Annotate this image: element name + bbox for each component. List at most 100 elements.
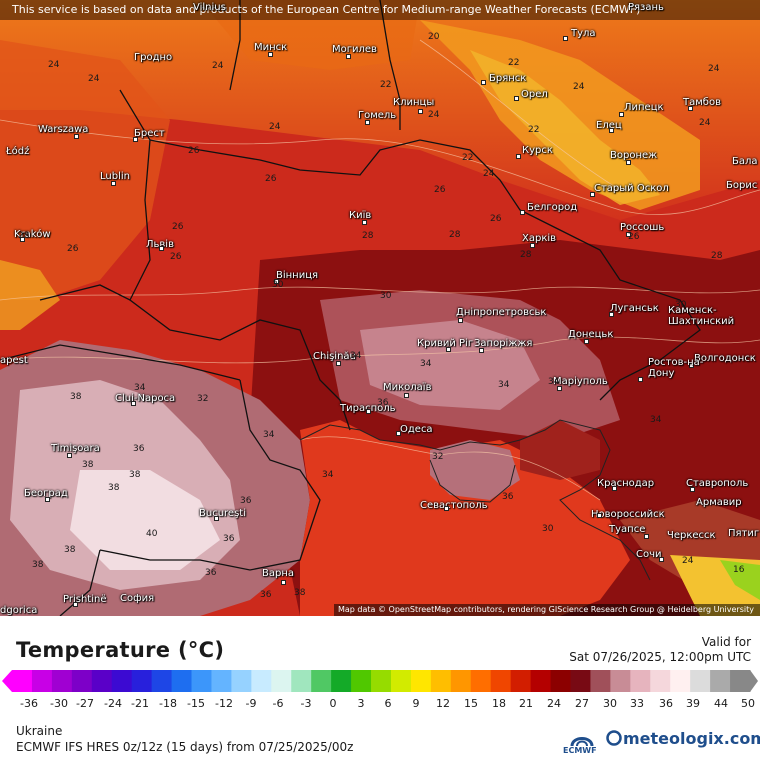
isotherm-label: 38 — [64, 545, 76, 555]
city-marker — [590, 192, 595, 197]
city-marker — [73, 602, 78, 607]
colorbar-swatch — [211, 670, 232, 692]
colorbar-swatch — [331, 670, 352, 692]
city-label: Тирасполь — [340, 403, 396, 414]
colorbar-swatch — [430, 670, 452, 692]
temperature-colorbar — [2, 670, 758, 692]
colorbar-min-arrow — [2, 670, 12, 692]
isotherm-label: 22 — [508, 58, 520, 68]
colorbar-tick-label: -30 — [50, 697, 68, 710]
city-label: Волгодонск — [694, 353, 756, 364]
colorbar-tick-label: 3 — [357, 697, 365, 710]
city-label: Могилев — [332, 44, 377, 55]
city-marker — [74, 134, 79, 139]
colorbar-swatch — [251, 670, 272, 692]
colorbar-swatch — [171, 670, 193, 692]
colorbar-tick-label: -27 — [76, 697, 94, 710]
colorbar-swatch — [510, 670, 532, 692]
colorbar-swatch — [570, 670, 591, 692]
city-label: Bucureşti — [199, 508, 246, 519]
colorbar-swatch — [191, 670, 212, 692]
city-label: Россошь — [620, 222, 665, 233]
colorbar-swatch — [111, 670, 133, 692]
colorbar-tick-label: -6 — [272, 697, 284, 710]
colorbar-tick-label: 24 — [547, 697, 561, 710]
city-label: Одеса — [400, 424, 433, 435]
city-label: Запоріжжя — [474, 338, 533, 349]
city-marker — [458, 318, 463, 323]
city-label: Воронеж — [610, 150, 658, 161]
city-marker — [396, 431, 401, 436]
isotherm-label: 26 — [265, 174, 277, 184]
city-marker — [131, 401, 136, 406]
meteologix-logo-text[interactable]: meteologix.com — [623, 729, 760, 748]
city-label: Брест — [134, 128, 165, 139]
isotherm-label: 24 — [682, 556, 694, 566]
city-marker — [133, 137, 138, 142]
city-label: Белгород — [527, 202, 578, 213]
colorbar-tick-label: 33 — [630, 697, 644, 710]
isotherm-label: 34 — [650, 415, 662, 425]
city-label: Рязань — [628, 2, 664, 13]
isotherm-label: 26 — [170, 252, 182, 262]
isotherm-label: 20 — [428, 32, 440, 42]
isotherm-label: 36 — [260, 590, 272, 600]
isotherm-label: 26 — [490, 214, 502, 224]
colorbar-swatch — [71, 670, 93, 692]
colorbar-tick-label: 30 — [603, 697, 617, 710]
isotherm-label: 34 — [350, 351, 362, 361]
isotherm-label: 34 — [263, 430, 275, 440]
colorbar-swatch — [12, 670, 33, 692]
city-marker — [597, 513, 602, 518]
city-marker — [557, 386, 562, 391]
city-marker — [362, 220, 367, 225]
city-marker — [214, 516, 219, 521]
colorbar-tick-label: -24 — [104, 697, 122, 710]
city-label: Орел — [521, 89, 548, 100]
weather-map[interactable]: This service is based on data and produc… — [0, 0, 760, 616]
city-label: Туапсе — [609, 524, 646, 535]
isotherm-label: 30 — [272, 280, 284, 290]
city-marker — [274, 279, 279, 284]
city-label: Севастополь — [420, 500, 488, 511]
colorbar-swatch — [131, 670, 153, 692]
city-marker — [584, 339, 589, 344]
city-marker — [418, 109, 423, 114]
colorbar-swatch — [650, 670, 671, 692]
city-label: Warszawa — [38, 124, 89, 135]
city-label: apest — [0, 355, 28, 366]
city-label: Chişinău — [313, 351, 356, 362]
isotherm-label: 16 — [733, 565, 745, 575]
isotherm-label: 32 — [197, 394, 209, 404]
isotherm-label: 24 — [708, 64, 720, 74]
valid-for-label: Valid for — [701, 635, 751, 649]
colorbar-swatch — [490, 670, 512, 692]
city-marker — [659, 557, 664, 562]
city-marker — [626, 232, 631, 237]
colorbar-swatch — [311, 670, 332, 692]
city-label: Тула — [571, 28, 596, 39]
city-label: Бала — [732, 156, 758, 167]
legend-title: Temperature (°C) — [16, 638, 225, 662]
valid-time: Sat 07/26/2025, 12:00pm UTC — [569, 650, 751, 664]
city-label: Ростов-на- Дону — [648, 357, 704, 379]
isotherm-label: 24 — [428, 110, 440, 120]
city-label: Каменск- Шахтинский — [668, 305, 735, 327]
city-label: Cluj-Napoca — [115, 393, 176, 404]
city-label: Сочи — [636, 549, 662, 560]
colorbar-tick-label: 27 — [575, 697, 589, 710]
city-label: Луганськ — [610, 303, 659, 314]
colorbar-swatch — [31, 670, 53, 692]
isotherm-label: 38 — [32, 560, 44, 570]
colorbar-swatch — [550, 670, 571, 692]
colorbar-tick-label: 0 — [329, 697, 337, 710]
colorbar-tick-label: 50 — [741, 697, 755, 710]
city-label: Prishtinë — [63, 594, 107, 605]
city-label: Ставрополь — [686, 478, 749, 489]
city-label: Кривий Ріг — [417, 338, 474, 349]
ecmwf-logo-icon — [570, 737, 594, 747]
city-label: Београд — [24, 488, 68, 499]
colorbar-swatch — [151, 670, 173, 692]
isotherm-label: 30 — [542, 524, 554, 534]
colorbar-tick-label: 44 — [714, 697, 728, 710]
